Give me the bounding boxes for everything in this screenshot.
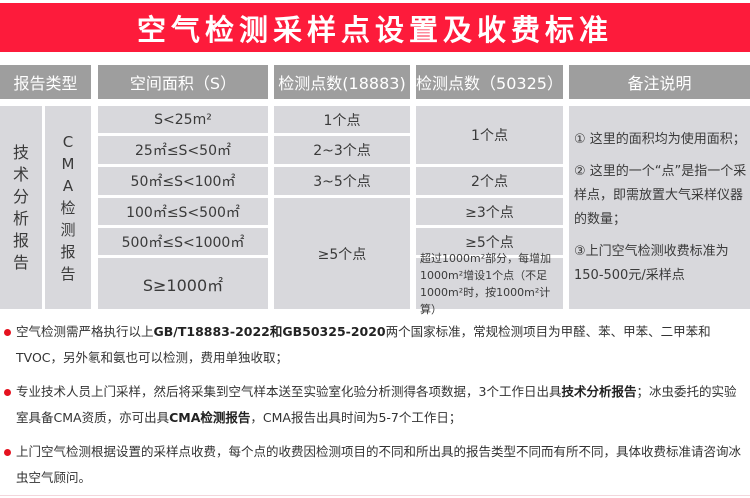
header-points-50325: 检测点数（50325） bbox=[416, 65, 563, 99]
report-type-tech: 技术分析报告 bbox=[0, 106, 42, 309]
divider bbox=[0, 495, 750, 496]
bullet-icon bbox=[4, 389, 11, 396]
report-type-cma: CMA检测报告 bbox=[45, 106, 91, 309]
points-18883-cell: ≥5个点 bbox=[274, 198, 410, 309]
header-area: 空间面积（S） bbox=[98, 65, 268, 99]
text: ；冰虫委托的实验室具备CMA资质，亦可出具 bbox=[16, 384, 737, 425]
page-title: 空气检测采样点设置及收费标准 bbox=[0, 3, 750, 52]
points-50325-cell: 1个点 bbox=[416, 106, 563, 164]
points-18883-cell: 3~5个点 bbox=[274, 167, 410, 195]
text: 专业技术人员上门采样，然后将采集到空气样本送至实验室化验分析测得各项数据，3个工… bbox=[16, 384, 562, 399]
area-cell: 500㎡≤S<1000㎡ bbox=[98, 228, 268, 255]
note-item: ① 这里的面积均为使用面积； bbox=[574, 131, 746, 147]
area-cell: 50㎡≤S<100㎡ bbox=[98, 167, 268, 195]
area-cell: S<25m² bbox=[98, 106, 268, 133]
bullet-icon bbox=[4, 329, 11, 336]
bullet-icon bbox=[4, 449, 11, 456]
points-50325-note: 超过1000m²部分，每增加1000m²增设1个点（不足1000m²时，按100… bbox=[416, 252, 563, 316]
header-notes: 备注说明 bbox=[569, 65, 750, 99]
header-points-18883: 检测点数(18883) bbox=[274, 65, 410, 99]
text: 两个国家标准，常规检测项目为甲醛、苯、甲苯、二甲苯和TVOC，另外氡和氨也可以检… bbox=[16, 324, 711, 365]
points-18883-cell: 1个点 bbox=[274, 106, 410, 133]
standards-bold: GB/T18883-2022和GB50325-2020 bbox=[153, 324, 386, 339]
note-item: ③上门空气检测收费标准为150-500元/采样点 bbox=[574, 243, 729, 283]
notes-cell: ① 这里的面积均为使用面积； ② 这里的一个“点”是指一个采样点，即需放置大气采… bbox=[569, 106, 750, 309]
text: 空气检测需严格执行以上 bbox=[16, 324, 154, 339]
points-50325-cell: ≥3个点 bbox=[416, 198, 563, 225]
header-report-type: 报告类型 bbox=[0, 65, 91, 99]
text: 上门空气检测根据设置的采样点收费，每个点的收费因检测项目的不同和所出具的报告类型… bbox=[16, 444, 742, 485]
bullet-reports: 专业技术人员上门采样，然后将采集到空气样本送至实验室化验分析测得各项数据，3个工… bbox=[16, 379, 746, 431]
text: ，CMA报告出具时间为5-7个工作日； bbox=[250, 410, 462, 425]
note-item: ② 这里的一个“点”是指一个采样点，即需放置大气采样仪器的数量； bbox=[574, 163, 747, 227]
area-cell: 25㎡≤S<50㎡ bbox=[98, 136, 268, 164]
area-cell: S≥1000㎡ bbox=[98, 258, 268, 309]
area-cell: 100㎡≤S<500㎡ bbox=[98, 198, 268, 225]
points-18883-cell: 2~3个点 bbox=[274, 136, 410, 164]
cma-report-bold: CMA检测报告 bbox=[169, 410, 251, 425]
tech-report-bold: 技术分析报告 bbox=[561, 384, 637, 399]
bullet-fees: 上门空气检测根据设置的采样点收费，每个点的收费因检测项目的不同和所出具的报告类型… bbox=[16, 439, 746, 491]
points-50325-cell: 2个点 bbox=[416, 167, 563, 195]
bullet-standards: 空气检测需严格执行以上GB/T18883-2022和GB50325-2020两个… bbox=[16, 319, 746, 371]
points-50325-cell: ≥5个点 bbox=[416, 228, 563, 255]
